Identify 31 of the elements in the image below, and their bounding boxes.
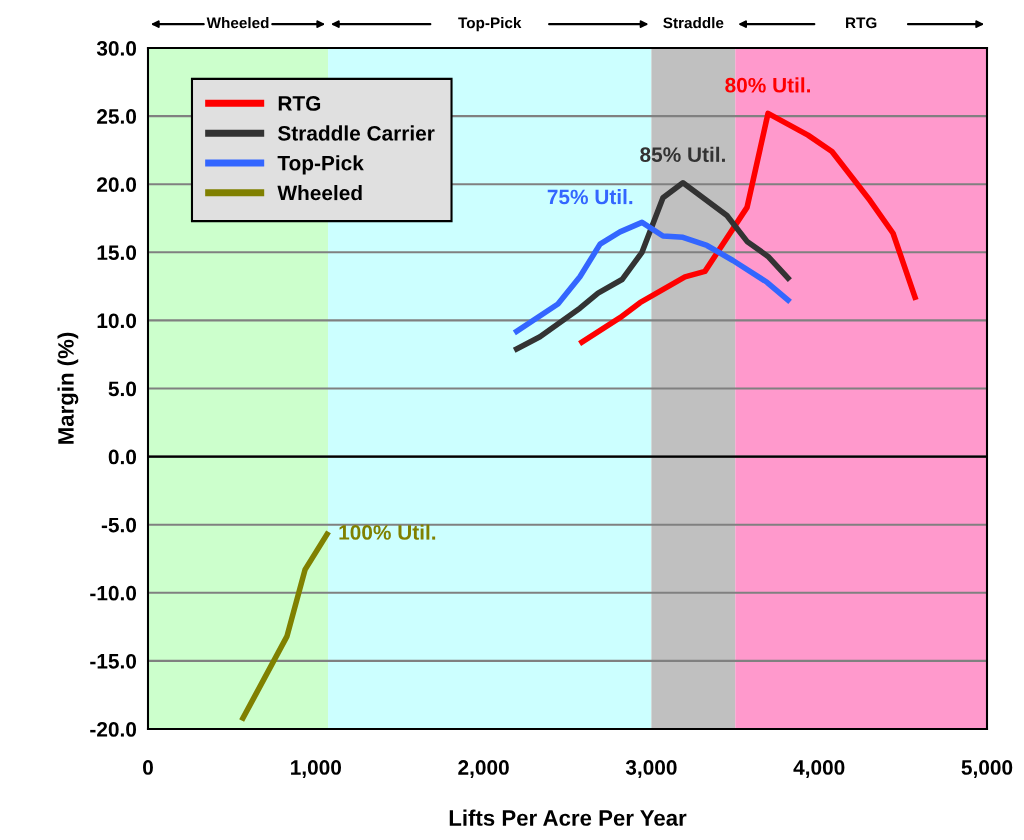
x-axis-title: Lifts Per Acre Per Year <box>449 809 687 826</box>
band-label: Straddle <box>663 17 724 29</box>
annotation: 85% Util. <box>640 146 725 163</box>
legend-label: RTG <box>278 96 321 111</box>
legend-label: Straddle Carrier <box>277 125 435 141</box>
y-tick-label: 0.0 <box>108 449 137 465</box>
band-label: RTG <box>846 17 877 29</box>
x-tick-label: 0 <box>143 760 153 775</box>
legend-label: Top-Pick <box>277 155 364 175</box>
y-axis-title: Margin (%) <box>57 332 79 444</box>
band-label: Wheeled <box>206 17 269 29</box>
annotation: 80% Util. <box>725 77 811 93</box>
y-tick-label: 25.0 <box>97 109 137 124</box>
y-tick-label: 30.0 <box>96 41 137 56</box>
annotation: 100% Util. <box>339 524 436 540</box>
x-tick-label: 4,000 <box>793 760 845 778</box>
x-tick-label: 5,000 <box>961 760 1013 778</box>
y-tick-label: -10.0 <box>90 585 137 601</box>
x-tick-label: 3,000 <box>625 760 677 778</box>
y-tick-label: -5.0 <box>101 517 137 533</box>
band-label: Top-Pick <box>458 17 522 32</box>
y-tick-label: 20.0 <box>97 177 137 192</box>
annotation: 75% Util. <box>547 189 633 205</box>
y-tick-label: 15.0 <box>97 245 137 261</box>
x-tick-label: 2,000 <box>458 760 509 778</box>
legend-label: Wheeled <box>277 185 362 201</box>
y-tick-label: 10.0 <box>97 313 137 329</box>
y-tick-label: -15.0 <box>90 653 137 669</box>
y-tick-label: -20.0 <box>90 722 137 737</box>
y-tick-label: 5.0 <box>108 381 137 397</box>
x-tick-label: 1,000 <box>291 760 342 778</box>
